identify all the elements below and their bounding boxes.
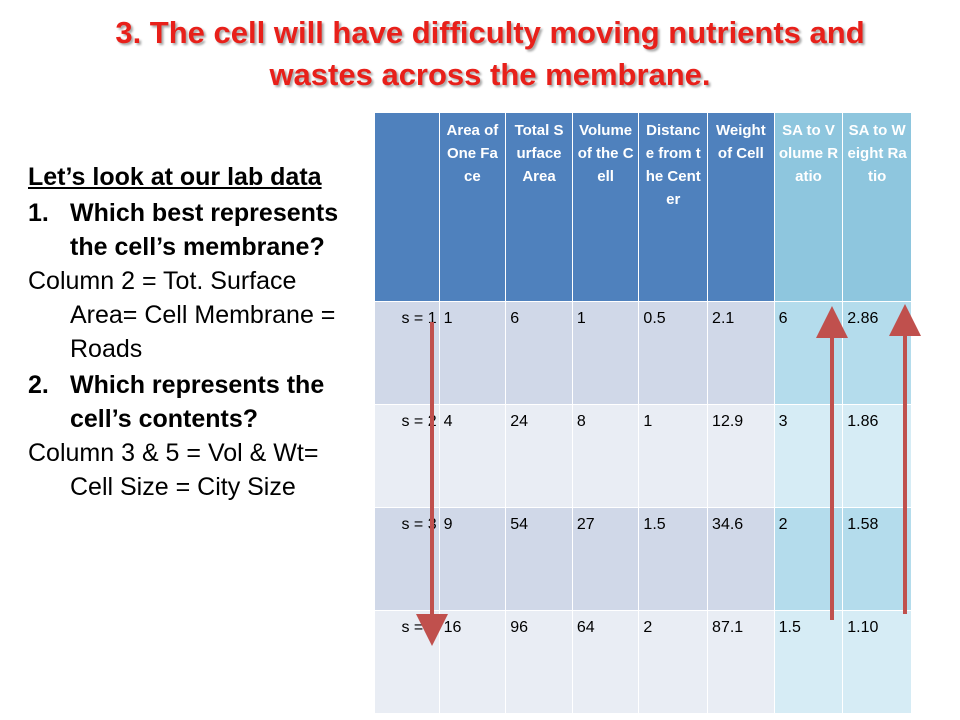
answer-1: Column 2 = Tot. Surface Area= Cell Membr…: [28, 267, 336, 363]
table-cell: 54: [505, 507, 573, 611]
answer-2: Column 3 & 5 = Vol & Wt= Cell Size = Cit…: [28, 439, 319, 501]
table-cell: 1: [571, 301, 640, 405]
table-cell: 87.1: [707, 610, 775, 714]
table-cell: 1.10: [842, 610, 912, 714]
row-label: s = 4: [374, 610, 440, 714]
table-row: s = 2 4 24 8 1 12.9 3 1.86: [374, 404, 912, 508]
title-line-2: wastes across the membrane.: [269, 57, 711, 92]
header-total-surface-area: Total Surface Area: [505, 112, 573, 302]
table-cell: 24: [505, 404, 573, 508]
header-blank: [374, 112, 440, 302]
table-cell: 2: [773, 507, 844, 611]
header-area-one-face: Area of One Face: [438, 112, 507, 302]
table-cell: 34.6: [707, 507, 775, 611]
table-cell: 1: [438, 301, 507, 405]
table-cell: 2: [638, 610, 709, 714]
table-cell: 2.1: [707, 301, 775, 405]
header-volume: Volume of the Cell: [571, 112, 640, 302]
table-cell: 1.86: [842, 404, 912, 508]
table-cell: 1.58: [842, 507, 912, 611]
header-weight: Weight of Cell: [707, 112, 775, 302]
header-distance-center: Distance from the Center: [638, 112, 709, 302]
question-2-number: 2.: [28, 371, 49, 399]
table-cell: 0.5: [638, 301, 709, 405]
title-line-1: 3. The cell will have difficulty moving …: [115, 15, 865, 50]
table-row: s = 4 16 96 64 2 87.1 1.5 1.10: [374, 610, 912, 714]
table-cell: 9: [438, 507, 507, 611]
table-cell: 1.5: [773, 610, 844, 714]
table-cell: 27: [571, 507, 640, 611]
table-cell: 12.9: [707, 404, 775, 508]
left-text-panel: Let’s look at our lab data 1. Which best…: [28, 160, 368, 506]
table-cell: 6: [505, 301, 573, 405]
table-cell: 3: [773, 404, 844, 508]
table-cell: 4: [438, 404, 507, 508]
slide-title: 3. The cell will have difficulty moving …: [40, 12, 940, 96]
question-2: 2. Which represents the cell’s contents?: [28, 368, 368, 436]
header-sa-volume-ratio: SA to Volume Ratio: [773, 112, 844, 302]
table-header-row: Area of One Face Total Surface Area Volu…: [374, 112, 912, 302]
table-row: s = 1 1 6 1 0.5 2.1 6 2.86: [374, 301, 912, 405]
table-cell: 6: [773, 301, 844, 405]
table-cell: 2.86: [842, 301, 912, 405]
table-cell: 8: [571, 404, 640, 508]
table-cell: 16: [438, 610, 507, 714]
question-2-text: Which represents the cell’s contents?: [70, 371, 325, 433]
header-sa-weight-ratio: SA to Weight Ratio: [842, 112, 912, 302]
table-cell: 1.5: [638, 507, 709, 611]
table-cell: 64: [571, 610, 640, 714]
question-1: 1. Which best represents the cell’s memb…: [28, 196, 368, 264]
question-1-text: Which best represents the cell’s membran…: [70, 199, 339, 261]
table-cell: 1: [638, 404, 709, 508]
question-1-number: 1.: [28, 199, 49, 227]
row-label: s = 3: [374, 507, 440, 611]
row-label: s = 1: [374, 301, 440, 405]
lab-data-table: Area of One Face Total Surface Area Volu…: [374, 112, 912, 714]
table-cell: 96: [505, 610, 573, 714]
lab-data-heading: Let’s look at our lab data: [28, 163, 322, 191]
row-label: s = 2: [374, 404, 440, 508]
table-row: s = 3 9 54 27 1.5 34.6 2 1.58: [374, 507, 912, 611]
